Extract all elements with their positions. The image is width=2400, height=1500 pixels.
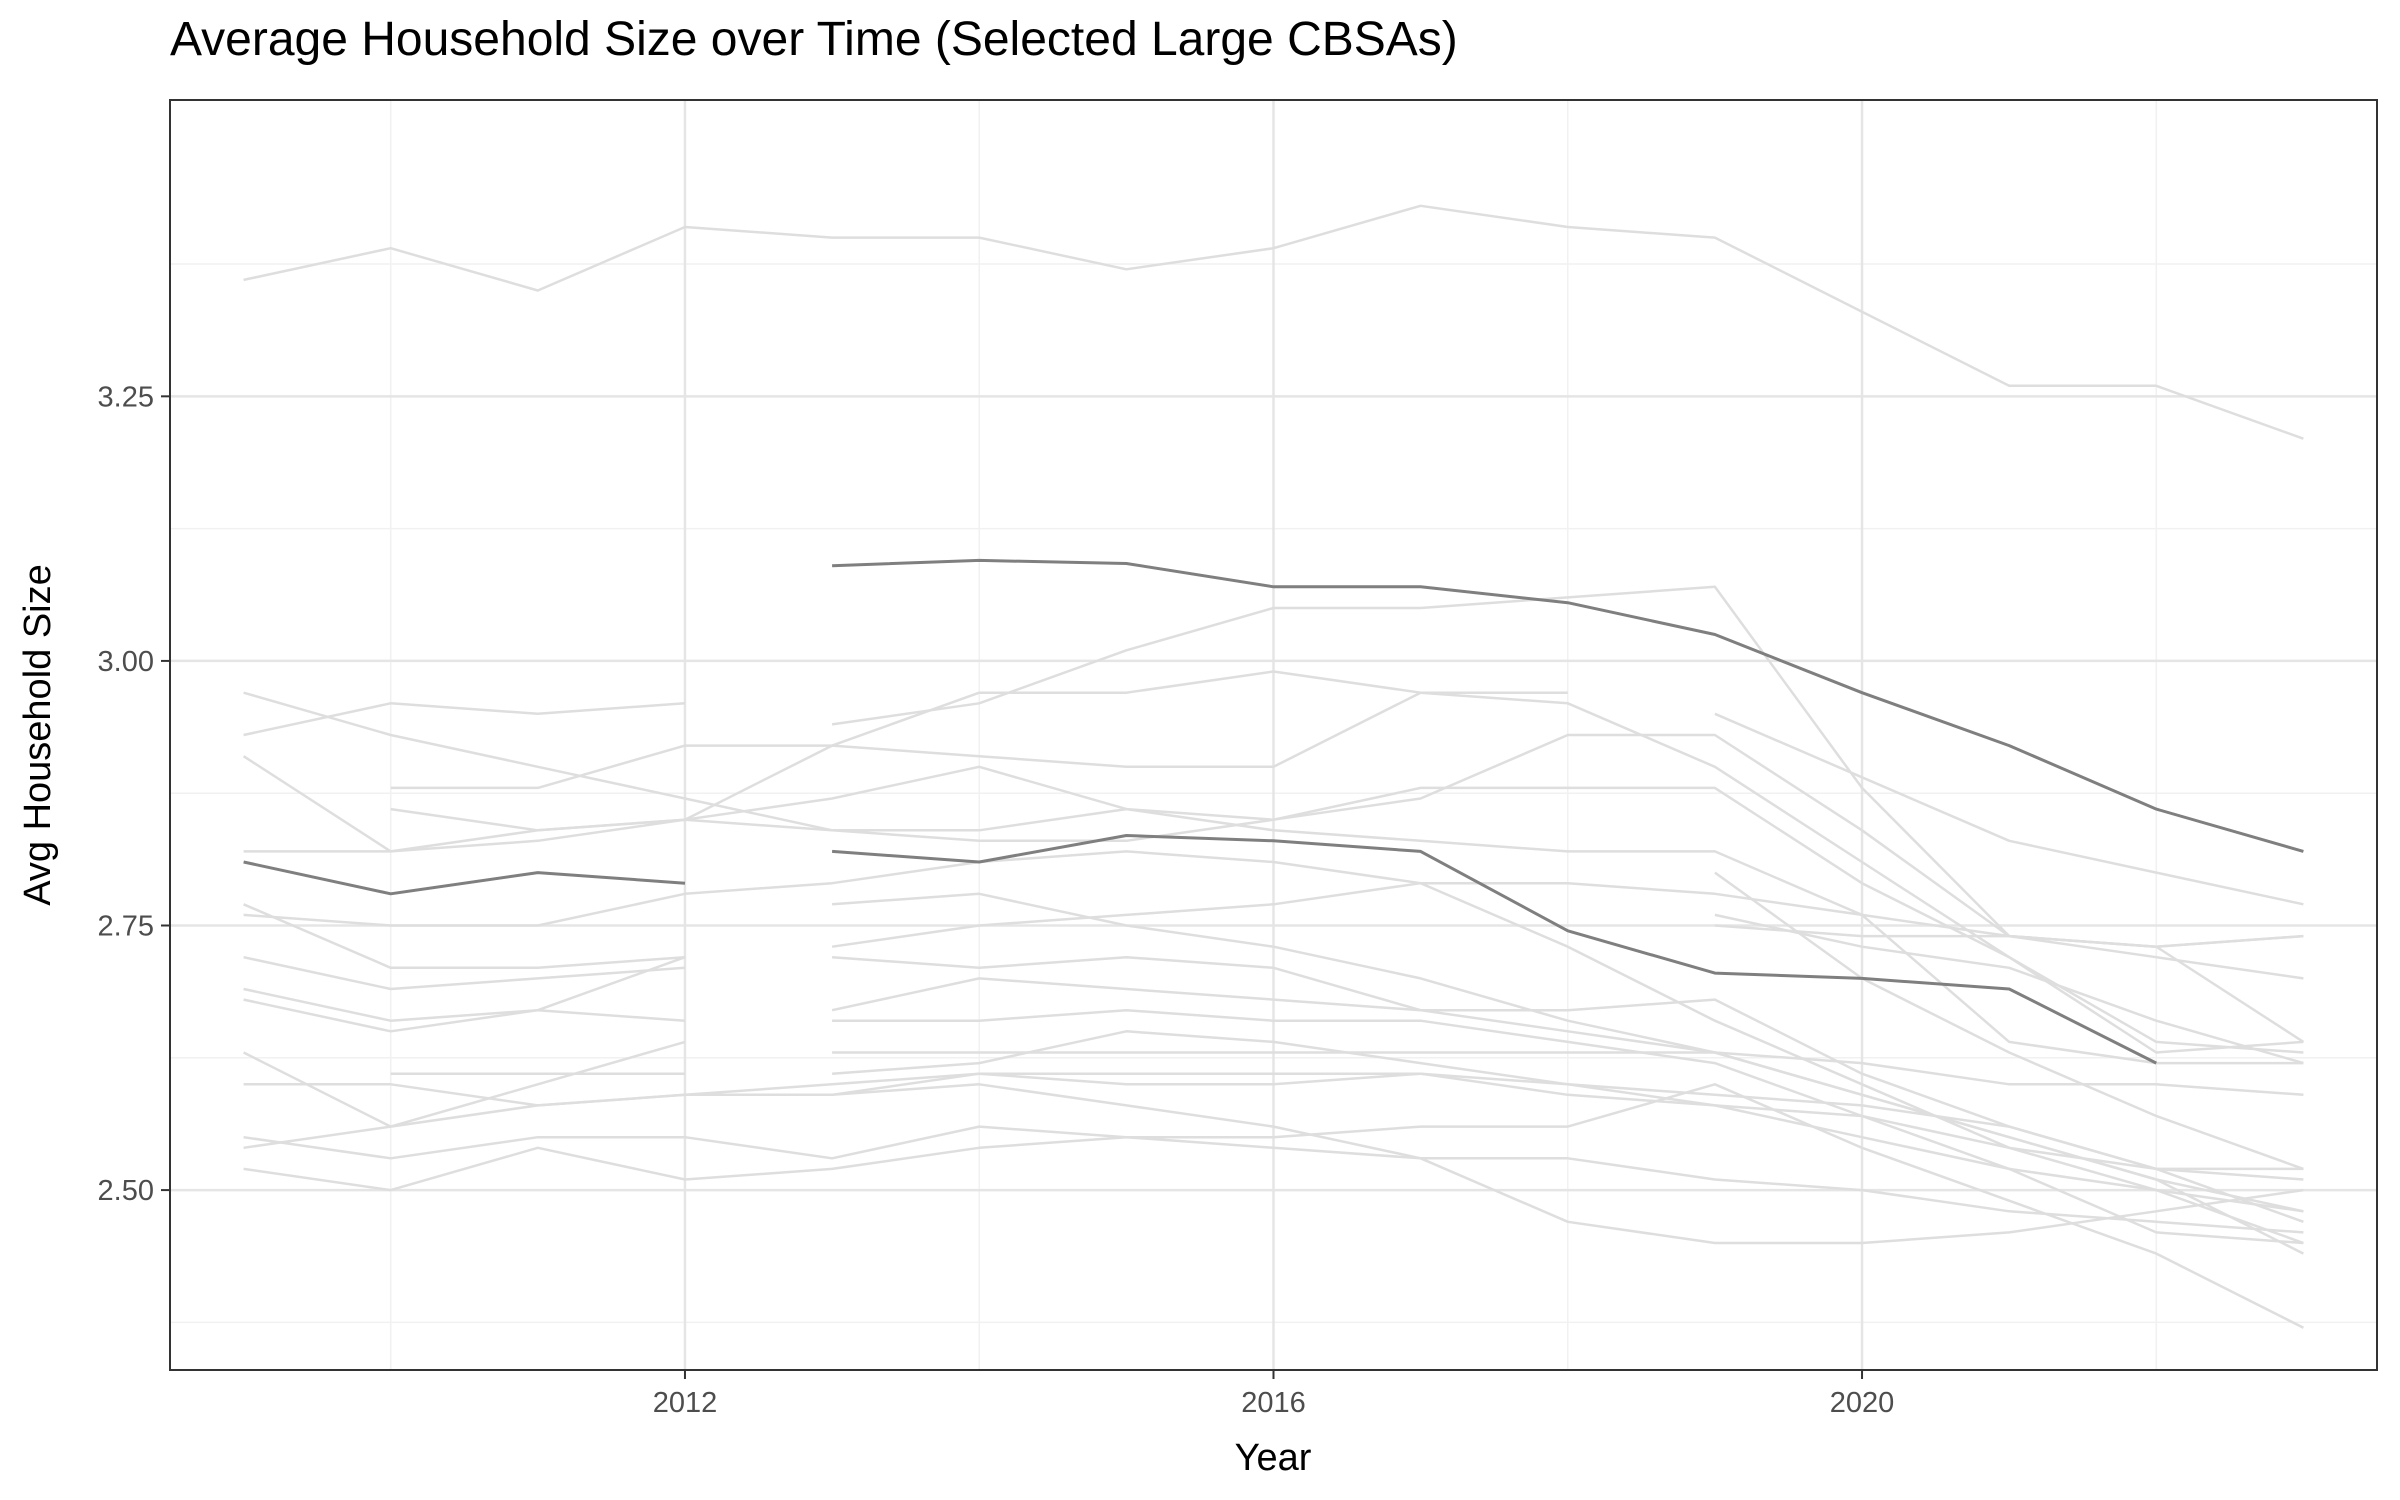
series-line-32 [1714, 913, 2304, 1065]
series-line-27 [832, 1008, 2304, 1245]
x-axis: 2012 2016 2020 [653, 1370, 1895, 1419]
series-line-24 [832, 955, 2304, 1223]
series-line-9 [390, 670, 1568, 790]
x-tick-label: 2012 [653, 1387, 718, 1419]
series-line-26 [831, 977, 2304, 1255]
major-gridlines [170, 100, 2377, 1370]
y-axis-title: Avg Household Size [17, 564, 59, 906]
highlight-series-line-3 [831, 834, 2157, 1065]
y-tick-label: 3.25 [98, 381, 154, 413]
x-axis-title: Year [1235, 1437, 1312, 1479]
series-line-21 [243, 1135, 2304, 1234]
series-line-14 [243, 955, 686, 991]
series-line-6 [243, 702, 686, 737]
series-line-22 [243, 1083, 2304, 1245]
series-line-33 [1714, 924, 2304, 948]
series-line-30 [832, 1051, 2304, 1097]
y-tick-label: 3.00 [98, 646, 154, 678]
highlight-series-line-1 [832, 558, 2304, 853]
y-axis: 2.50 2.75 3.00 3.25 [98, 381, 170, 1207]
highlight-series-line-2 [243, 860, 686, 896]
series-line-25 [831, 881, 2304, 1245]
x-tick-label: 2020 [1830, 1387, 1895, 1419]
series-line-15 [243, 956, 686, 1022]
series-line-10 [390, 765, 2304, 1065]
series-line-11 [1714, 712, 2304, 906]
highlighted-series-group [243, 558, 2304, 1065]
background-series-group [242, 204, 2305, 1329]
series-line-0 [243, 204, 2304, 440]
series-line-28 [832, 1030, 2304, 1213]
x-tick-label: 2016 [1241, 1387, 1306, 1419]
chart-title: Average Household Size over Time (Select… [170, 13, 1458, 66]
y-tick-label: 2.50 [98, 1175, 154, 1207]
series-line-17 [243, 1040, 686, 1128]
series-line-16 [243, 998, 686, 1033]
series-line-31 [1714, 871, 2304, 1171]
series-line-12 [243, 850, 2304, 980]
series-line-29 [831, 1072, 2304, 1181]
series-line-7 [242, 691, 2304, 1054]
y-tick-label: 2.75 [98, 911, 154, 943]
series-line-13 [243, 903, 686, 970]
series-line-20 [243, 1083, 2304, 1329]
